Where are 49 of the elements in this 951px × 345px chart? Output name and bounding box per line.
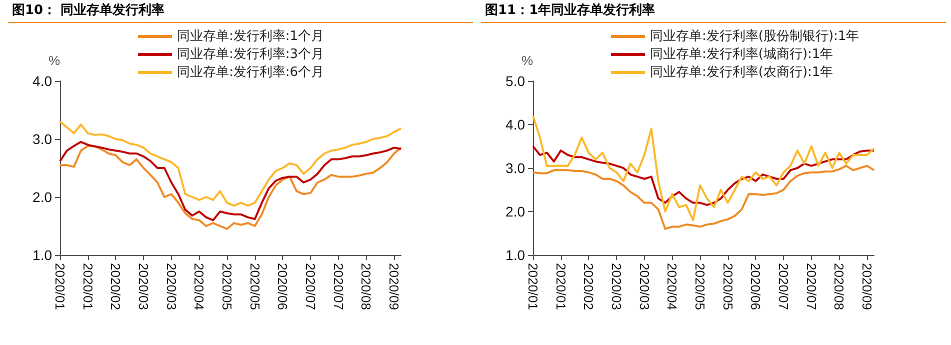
y-axis-title: % — [521, 53, 534, 68]
x-tick-label: 2020/03 — [164, 263, 179, 310]
x-tick-label: 2020/07 — [776, 263, 792, 310]
y-tick-label: 1.0 — [506, 247, 526, 263]
x-tick-label: 2020/01 — [80, 263, 96, 310]
x-tick-label: 2020/08 — [832, 263, 847, 310]
y-tick-label: 3.0 — [32, 131, 52, 147]
x-tick-label: 2020/01 — [553, 263, 568, 310]
x-tick-label: 2020/06 — [275, 263, 290, 310]
line-series — [532, 114, 875, 222]
x-tick-label: 2020/05 — [220, 263, 235, 310]
x-tick-label: 2020/07 — [303, 263, 318, 310]
x-tick-label: 2020/04 — [192, 263, 207, 310]
x-tick-label: 2020/03 — [636, 263, 652, 310]
x-tick-label: 2020/05 — [247, 263, 262, 310]
legend-label: 同业存单:发行利率:6个月 — [177, 64, 324, 80]
x-tick-label: 2020/03 — [609, 263, 624, 310]
legend-label: 同业存单:发行利率(股份制银行):1年 — [650, 28, 860, 44]
x-tick-label: 2020/01 — [526, 263, 540, 310]
legend-label: 同业存单:发行利率:3个月 — [177, 46, 324, 62]
x-tick-label: 2020/06 — [748, 263, 764, 310]
chart-title: 图11：1年同业存单发行利率 — [481, 0, 946, 23]
y-tick-label: 4.0 — [506, 116, 526, 132]
x-tick-label: 2020/02 — [581, 263, 596, 310]
x-tick-label: 2020/07 — [804, 263, 819, 310]
y-tick-label: 2.0 — [506, 204, 526, 220]
x-tick-label: 2020/07 — [330, 263, 346, 310]
line-series — [532, 164, 875, 230]
y-tick-label: 2.0 — [32, 189, 52, 205]
x-tick-label: 2020/05 — [692, 263, 708, 310]
legend-label: 同业存单:发行利率(城商行):1年 — [650, 46, 834, 62]
y-tick-label: 4.0 — [32, 73, 52, 89]
chart-title: 图10： 同业存单发行利率 — [8, 0, 473, 23]
x-tick-label: 2020/04 — [664, 263, 680, 310]
line-series — [59, 120, 402, 207]
x-tick-label: 2020/03 — [136, 263, 152, 310]
x-tick-label: 2020/01 — [52, 263, 68, 310]
x-tick-label: 2020/08 — [358, 263, 374, 310]
line-series — [532, 145, 875, 206]
legend-label: 同业存单:发行利率(农商行):1年 — [650, 64, 834, 80]
y-tick-label: 3.0 — [506, 160, 526, 176]
legend-label: 同业存单:发行利率:1个月 — [177, 28, 324, 44]
x-tick-label: 2020/02 — [108, 263, 124, 310]
x-tick-label: 2020/09 — [860, 263, 875, 310]
y-axis-title: % — [48, 53, 60, 68]
x-tick-label: 2020/09 — [386, 263, 402, 310]
x-tick-label: 2020/05 — [720, 263, 736, 310]
y-tick-label: 1.0 — [32, 247, 52, 263]
y-tick-label: 5.0 — [506, 73, 526, 89]
